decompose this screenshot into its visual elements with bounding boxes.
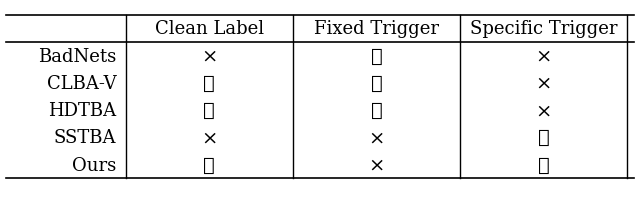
Text: ✓: ✓	[204, 102, 215, 120]
Text: ✓: ✓	[204, 75, 215, 92]
Text: ✓: ✓	[371, 75, 382, 92]
Text: Specific Trigger: Specific Trigger	[470, 20, 618, 38]
Text: ×: ×	[536, 102, 552, 120]
Text: ×: ×	[368, 129, 385, 147]
Text: HDTBA: HDTBA	[48, 102, 116, 120]
Text: ×: ×	[201, 47, 218, 65]
Text: Clean Label: Clean Label	[155, 20, 264, 38]
Text: ×: ×	[536, 47, 552, 65]
Text: ×: ×	[536, 75, 552, 92]
Text: ×: ×	[368, 156, 385, 174]
Text: ✓: ✓	[204, 156, 215, 174]
Text: ×: ×	[201, 129, 218, 147]
Text: BadNets: BadNets	[38, 47, 116, 65]
Text: Ours: Ours	[72, 156, 116, 174]
Text: Fixed Trigger: Fixed Trigger	[314, 20, 439, 38]
Text: ✓: ✓	[538, 156, 550, 174]
Text: SSTBA: SSTBA	[54, 129, 116, 147]
Text: ✓: ✓	[371, 47, 382, 65]
Text: CLBA-V: CLBA-V	[47, 75, 116, 92]
Text: ✓: ✓	[538, 129, 550, 147]
Text: ✓: ✓	[371, 102, 382, 120]
